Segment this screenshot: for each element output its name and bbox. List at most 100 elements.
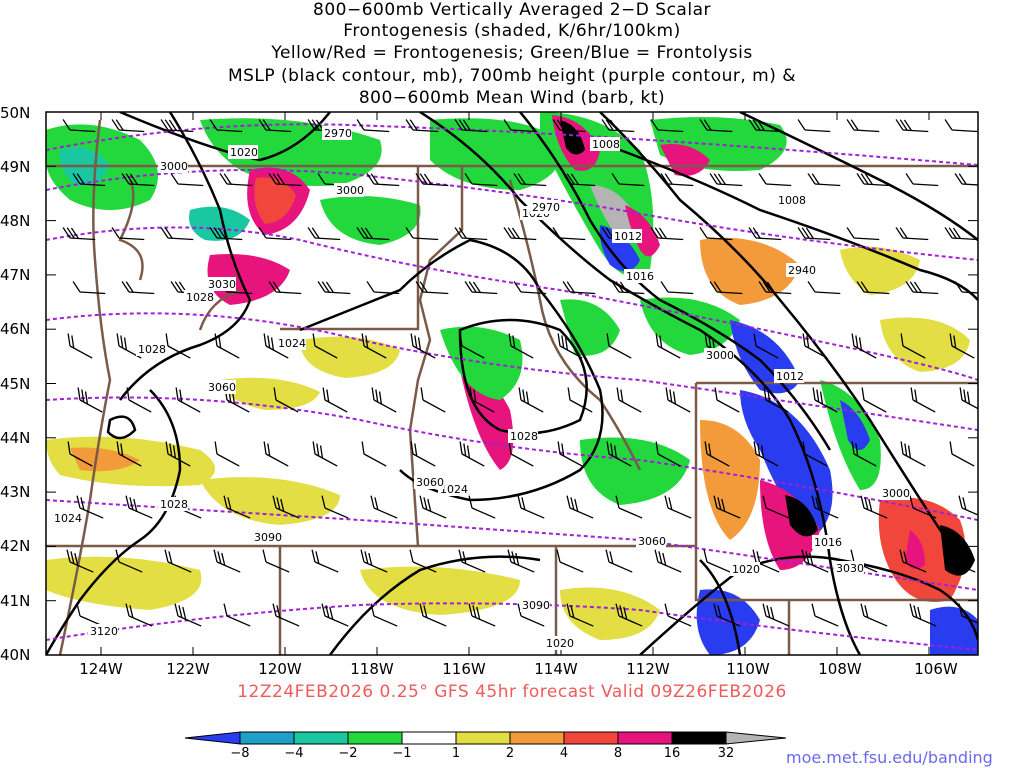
svg-text:3060: 3060 [416, 476, 444, 489]
wind-barb [851, 441, 877, 467]
wind-barb [263, 441, 289, 467]
title-line-3: Yellow/Red = Frontogenesis; Green/Blue =… [271, 43, 753, 63]
height-label: 2940 [786, 263, 816, 277]
wind-barb [655, 441, 681, 467]
wind-barb [419, 495, 447, 519]
wind-barb [703, 549, 731, 573]
valid-time-line: 12Z24FEB2026 0.25° GFS 45hr forecast Val… [237, 682, 787, 702]
svg-text:1020: 1020 [230, 146, 258, 159]
wind-barb [125, 603, 153, 627]
mslp-label: 1028 [508, 429, 538, 443]
wind-barb [370, 495, 398, 519]
wind-barb [811, 603, 839, 627]
svg-text:1012: 1012 [614, 230, 642, 243]
wind-barb [219, 173, 253, 187]
colorbar-label: 32 [717, 746, 735, 761]
svg-text:1024: 1024 [54, 512, 82, 525]
wind-barb [356, 119, 390, 133]
lon-label: 120W [258, 660, 302, 678]
lat-label: 47N [0, 266, 31, 284]
wind-barb [758, 281, 792, 295]
wind-barb [807, 281, 841, 295]
wind-barb [454, 227, 488, 241]
wind-barb [62, 227, 96, 241]
svg-text:3030: 3030 [208, 278, 236, 291]
wind-barb [415, 281, 449, 295]
wind-barb [111, 119, 145, 133]
wind-barb [562, 173, 596, 187]
title-line-4: MSLP (black contour, mb), 700mb height (… [227, 66, 797, 86]
svg-text:1008: 1008 [778, 194, 806, 207]
svg-text:2970: 2970 [324, 127, 352, 140]
credit-link[interactable]: moe.met.fsu.edu/banding [786, 748, 993, 767]
title-line-1: 800−600mb Vertically Averaged 2−D Scalar [313, 0, 711, 20]
wind-barb [258, 119, 292, 133]
wind-barb [160, 119, 194, 133]
wind-barb [321, 495, 349, 519]
wind-barb [464, 173, 498, 187]
height-label: 3120 [88, 624, 118, 638]
wind-barb [454, 119, 488, 133]
wind-barb [895, 227, 929, 241]
svg-text:3090: 3090 [522, 599, 550, 612]
height-label: 3000 [704, 348, 734, 362]
wind-barb [650, 227, 684, 241]
svg-text:3000: 3000 [336, 184, 364, 197]
wind-barb [415, 173, 449, 187]
height-label: 3090 [252, 530, 282, 544]
title-line-2: Frontogenesis (shaded, K/6hr/100km) [343, 21, 681, 41]
mslp-label: 1028 [158, 497, 188, 511]
wind-barb [954, 281, 978, 295]
wind-barb [949, 333, 975, 359]
colorbar-label: −4 [284, 746, 304, 761]
wind-barb [464, 281, 498, 295]
lon-label: 112W [626, 660, 670, 678]
wind-barb [714, 387, 740, 413]
colorbar-label: −1 [392, 746, 412, 761]
colorbar-label: −8 [230, 746, 250, 761]
colorbar-segment [401, 731, 457, 745]
height-label: 3030 [834, 561, 864, 575]
wind-barb [405, 227, 439, 241]
wind-barb [606, 441, 632, 467]
wind-barb [566, 603, 594, 627]
wind-barb [307, 227, 341, 241]
wind-barb [556, 549, 584, 573]
wind-barb [76, 495, 104, 519]
wind-barb [115, 549, 143, 573]
wind-barb [709, 173, 743, 187]
wind-barb [654, 549, 682, 573]
svg-text:1012: 1012 [776, 370, 804, 383]
lon-label: 106W [914, 660, 958, 678]
state-boundaries [46, 119, 978, 655]
wind-barb [503, 227, 537, 241]
wind-barb [311, 549, 339, 573]
wind-barb [262, 549, 290, 573]
wind-barb [66, 549, 94, 573]
wind-barb [758, 173, 792, 187]
colorbar-segment [509, 731, 565, 745]
wind-barb [753, 441, 779, 467]
colorbar-segment [725, 731, 787, 745]
wind-barb [62, 119, 96, 133]
wind-barb [370, 603, 398, 627]
wind-barb [861, 387, 887, 413]
height-label: 2970 [322, 126, 352, 140]
wind-barb [371, 387, 397, 413]
wind-barb [954, 173, 978, 187]
mslp-label: 1012 [774, 369, 804, 383]
wind-barb [601, 119, 635, 133]
wind-barb [699, 227, 733, 241]
wind-barb [263, 333, 289, 359]
wind-barb [165, 441, 191, 467]
wind-barb [508, 333, 534, 359]
wind-barb [164, 549, 192, 573]
lat-label: 40N [0, 646, 31, 664]
wind-barb [802, 441, 828, 467]
svg-text:3000: 3000 [160, 160, 188, 173]
wind-barb [468, 495, 496, 519]
wind-barb [611, 173, 645, 187]
wind-barb [713, 495, 741, 519]
svg-text:1020: 1020 [546, 637, 574, 650]
